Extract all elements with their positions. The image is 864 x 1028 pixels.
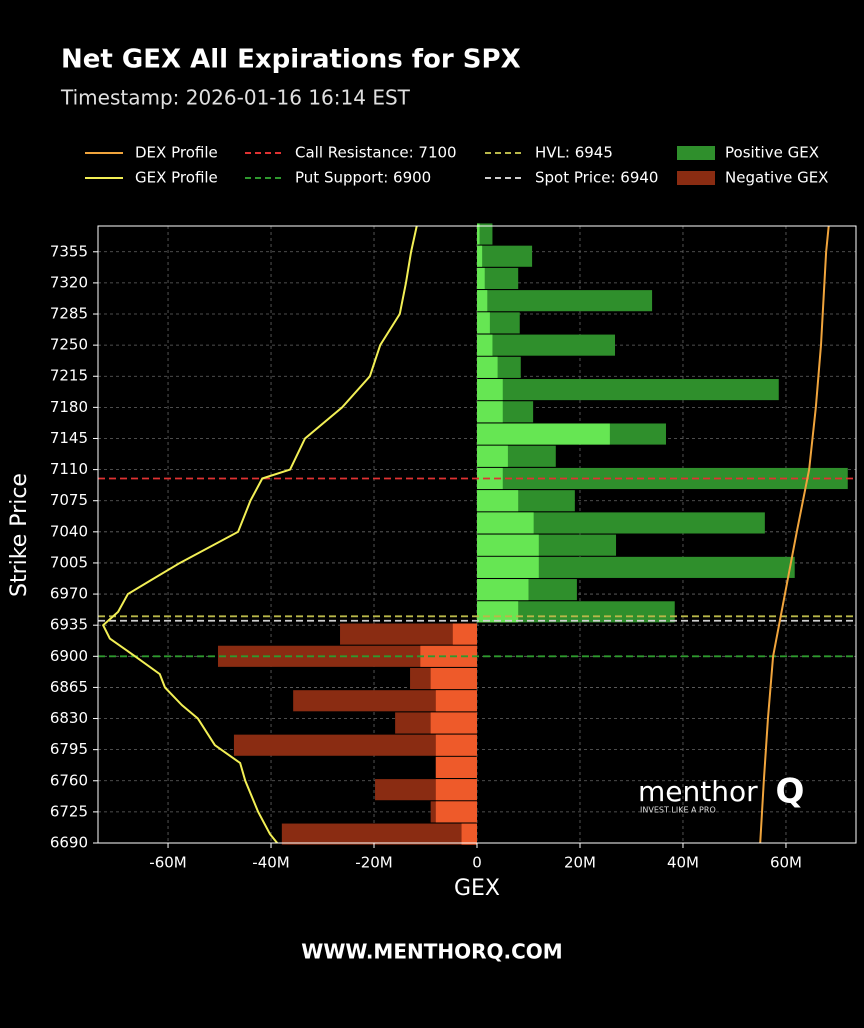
legend: DEX Profile GEX Profile Call Resistance: 7… <box>85 144 828 187</box>
x-axis-label: GEX <box>454 876 500 901</box>
y-tick-label: 6830 <box>50 709 88 727</box>
legend-swatch <box>677 146 715 160</box>
legend-swatch <box>677 171 715 185</box>
legend-label: HVL: 6945 <box>535 144 613 162</box>
y-axis-label: Strike Price <box>7 473 32 597</box>
y-tick-label: 6690 <box>50 834 88 852</box>
y-tick-label: 7285 <box>50 305 88 323</box>
legend-label: Positive GEX <box>725 144 819 162</box>
bar <box>477 290 488 312</box>
logo-tagline: INVEST LIKE A PRO <box>640 806 716 815</box>
bar <box>233 734 477 756</box>
y-tick-label: 6725 <box>50 802 88 820</box>
y-tick-label: 6970 <box>50 585 88 603</box>
y-tick-label: 6760 <box>50 771 88 789</box>
bar <box>477 512 765 534</box>
y-tick-label: 7215 <box>50 367 88 385</box>
y-tick-label: 6795 <box>50 740 88 758</box>
bar <box>477 334 493 356</box>
bar <box>477 423 610 445</box>
legend-label: GEX Profile <box>135 169 218 187</box>
y-tick-label: 7180 <box>50 398 88 416</box>
bar <box>340 623 477 645</box>
x-tick-label: 40M <box>667 854 699 872</box>
bar <box>430 667 477 690</box>
legend-label: Spot Price: 6940 <box>535 169 658 187</box>
x-tick-label: 20M <box>564 854 596 872</box>
logo-text: menthor <box>638 775 758 808</box>
chart-subtitle: Timestamp: 2026-01-16 16:14 EST <box>60 86 411 110</box>
bar <box>477 534 539 556</box>
bar <box>435 801 477 823</box>
bar <box>477 601 675 623</box>
bar <box>477 245 533 267</box>
bar <box>435 779 477 801</box>
x-tick-label: 60M <box>770 854 802 872</box>
x-tick-label: -60M <box>149 854 186 872</box>
y-tick-label: 6900 <box>50 647 88 665</box>
bar <box>477 556 795 578</box>
y-tick-label: 6935 <box>50 616 88 634</box>
bar <box>477 290 653 312</box>
bar <box>477 267 519 290</box>
y-tick-label: 7355 <box>50 242 88 260</box>
plot-area <box>98 223 856 845</box>
logo-mark: Q <box>776 772 805 812</box>
bar <box>420 645 477 667</box>
bar <box>452 623 477 645</box>
chart-title: Net GEX All Expirations for SPX <box>61 45 521 75</box>
y-tick-label: 7040 <box>50 522 88 540</box>
bar <box>477 490 519 512</box>
profile-line <box>759 225 830 844</box>
footer: WWW.MENTHORQ.COM <box>301 940 562 964</box>
legend-label: Call Resistance: 7100 <box>295 144 457 162</box>
bar <box>435 690 477 712</box>
bar <box>477 267 485 290</box>
bar <box>477 512 534 534</box>
y-tick-label: 7110 <box>50 460 88 478</box>
legend-label: Put Support: 6900 <box>295 169 431 187</box>
bar <box>281 823 477 845</box>
bar <box>477 334 616 356</box>
bar <box>477 356 498 378</box>
bar <box>477 312 490 334</box>
logo: menthor Q INVEST LIKE A PRO <box>638 772 804 815</box>
y-tick-label: 7005 <box>50 553 88 571</box>
legend-label: DEX Profile <box>135 144 218 162</box>
bar <box>477 379 503 401</box>
bar <box>293 690 477 712</box>
bar <box>217 645 477 667</box>
bar <box>435 756 477 778</box>
bar <box>477 379 779 401</box>
bar <box>477 223 480 245</box>
bar <box>477 556 539 578</box>
bar <box>435 734 477 756</box>
x-tick-label: -20M <box>355 854 392 872</box>
y-tick-label: 7320 <box>50 273 88 291</box>
y-tick-label: 7075 <box>50 491 88 509</box>
bar <box>477 223 493 245</box>
y-tick-label: 7145 <box>50 429 88 447</box>
bar <box>430 712 477 734</box>
y-tick-label: 6865 <box>50 678 88 696</box>
x-tick-label: 0 <box>472 854 482 872</box>
bar <box>477 245 483 267</box>
y-tick-label: 7250 <box>50 336 88 354</box>
x-tick-label: -40M <box>252 854 289 872</box>
bar <box>477 601 519 623</box>
bar <box>477 579 529 601</box>
legend-label: Negative GEX <box>725 169 828 187</box>
bar <box>477 445 508 467</box>
profile-line <box>101 225 418 844</box>
bar <box>461 823 477 845</box>
bar <box>477 401 503 423</box>
